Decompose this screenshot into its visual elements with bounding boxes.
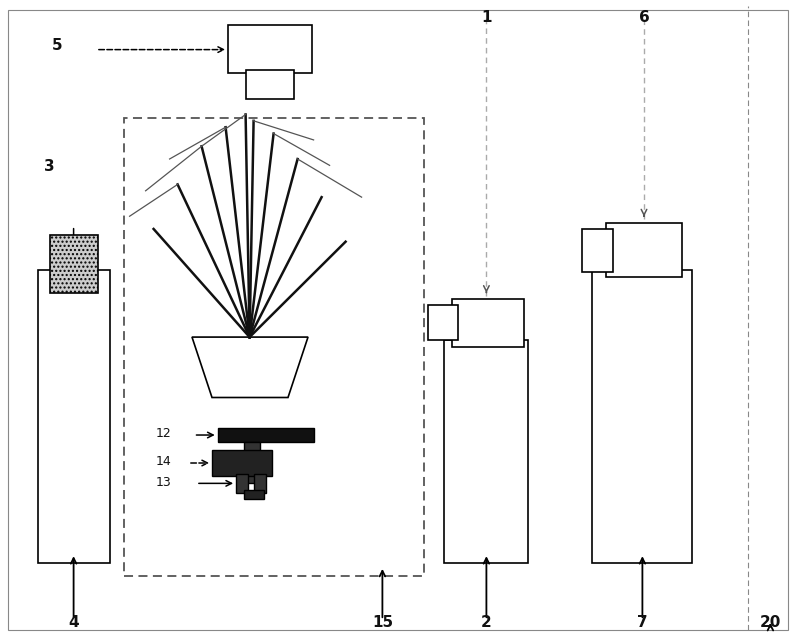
Text: 14: 14 bbox=[156, 455, 172, 468]
Text: 13: 13 bbox=[156, 476, 172, 488]
Bar bbox=[606, 223, 682, 277]
Bar bbox=[428, 305, 458, 340]
Bar bbox=[212, 450, 272, 476]
Bar bbox=[228, 25, 312, 73]
Bar bbox=[444, 340, 528, 563]
Text: 4: 4 bbox=[68, 614, 79, 630]
Bar bbox=[452, 299, 524, 347]
Bar bbox=[236, 474, 248, 493]
Bar bbox=[254, 474, 266, 493]
Bar bbox=[246, 70, 294, 99]
Bar bbox=[582, 229, 613, 272]
Text: 20: 20 bbox=[760, 614, 781, 630]
Text: 1: 1 bbox=[481, 10, 492, 25]
Text: 12: 12 bbox=[156, 427, 172, 440]
Text: 15: 15 bbox=[372, 614, 393, 630]
Text: 3: 3 bbox=[44, 159, 54, 174]
Bar bbox=[592, 270, 692, 563]
Text: 7: 7 bbox=[637, 614, 648, 630]
Bar bbox=[124, 118, 424, 576]
Text: 6: 6 bbox=[638, 10, 650, 25]
Text: 5: 5 bbox=[52, 38, 62, 53]
Bar bbox=[244, 442, 260, 483]
Text: 2: 2 bbox=[481, 614, 492, 630]
Bar bbox=[38, 270, 110, 563]
Bar bbox=[218, 428, 314, 442]
Bar bbox=[50, 235, 98, 293]
Bar bbox=[244, 490, 264, 499]
Polygon shape bbox=[192, 337, 308, 398]
